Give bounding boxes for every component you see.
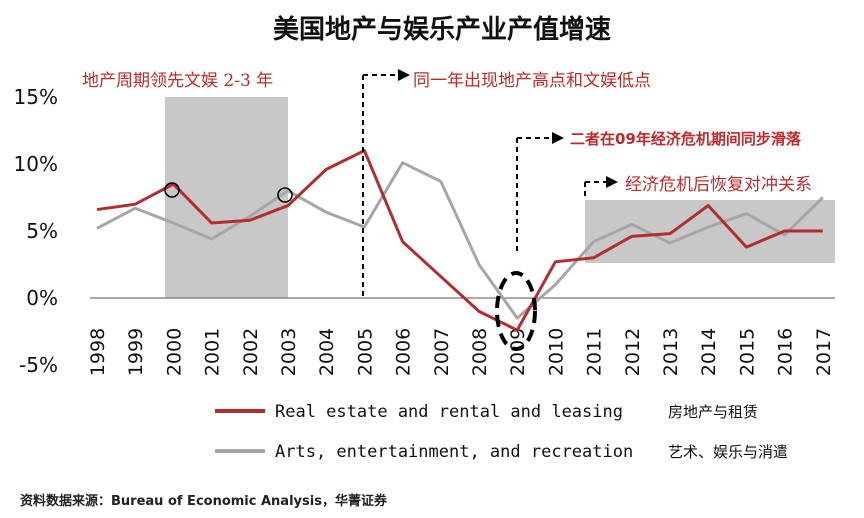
legend-label-real-estate-en: Real estate and rental and leasing <box>275 402 623 422</box>
x-tick-label: 2006 <box>393 328 415 376</box>
annotation-crisis: 二者在09年经济危机期间同步滑落 <box>570 130 802 148</box>
source-note: 资料数据来源：Bureau of Economic Analysis，华菁证券 <box>20 493 388 509</box>
annotation-lead-lag: 地产周期领先文娱 2-3 年 <box>82 71 273 91</box>
x-tick-label: 2013 <box>660 328 682 376</box>
annotation-hedge: 经济危机后恢复对冲关系 <box>625 175 812 195</box>
x-tick-label: 2010 <box>545 328 567 376</box>
x-tick-label: 2003 <box>278 328 300 376</box>
x-tick-label: 2015 <box>736 328 758 376</box>
series-lines <box>96 149 824 332</box>
marker-2011 <box>584 176 618 200</box>
legend-label-arts-en: Arts, entertainment, and recreation <box>275 442 633 462</box>
marker-2005 <box>362 69 410 300</box>
y-tick-label: -5% <box>19 353 58 377</box>
y-tick-labels: 15% 10% 5% 0% -5% <box>14 85 58 377</box>
x-tick-label: 2001 <box>202 328 224 376</box>
x-tick-label: 2008 <box>469 328 491 376</box>
x-tick-label: 2016 <box>775 328 797 376</box>
y-tick-label: 0% <box>26 286 58 310</box>
series-line-real-estate <box>96 149 823 332</box>
series-line-arts <box>96 161 824 320</box>
marker-2009 <box>516 132 564 252</box>
ellipse-2009 <box>495 271 537 351</box>
circle-2003 <box>277 187 293 203</box>
chart-title: 美国地产与娱乐产业产值增速 <box>273 14 611 45</box>
legend-label-real-estate-zh: 房地产与租赁 <box>668 403 758 421</box>
x-tick-label: 2017 <box>813 328 835 376</box>
x-tick-label: 1998 <box>87 328 109 376</box>
x-tick-label: 2005 <box>354 328 376 376</box>
annotation-same-year: 同一年出现地产高点和文娱低点 <box>413 71 651 91</box>
x-tick-label: 2014 <box>698 328 720 376</box>
x-tick-label: 1999 <box>125 328 147 376</box>
x-tick-label: 2007 <box>431 328 453 376</box>
x-tick-label: 2009 <box>507 328 529 376</box>
x-tick-label: 2011 <box>584 328 606 376</box>
legend: Real estate and rental and leasing 房地产与租… <box>215 402 788 462</box>
x-tick-label: 2000 <box>163 328 185 376</box>
x-tick-label: 2002 <box>240 328 262 376</box>
x-tick-label: 2012 <box>622 328 644 376</box>
circle-2000 <box>164 182 180 198</box>
y-tick-label: 15% <box>14 85 58 109</box>
y-tick-label: 5% <box>26 219 58 243</box>
legend-label-arts-zh: 艺术、娱乐与消遣 <box>668 443 788 461</box>
x-tick-label: 2004 <box>316 328 338 376</box>
y-tick-label: 10% <box>14 152 58 176</box>
x-tick-labels: 1998 1999 2000 2001 2002 2003 2004 2005 2006 2007… <box>87 328 835 376</box>
shade-2000-2003 <box>165 97 288 298</box>
